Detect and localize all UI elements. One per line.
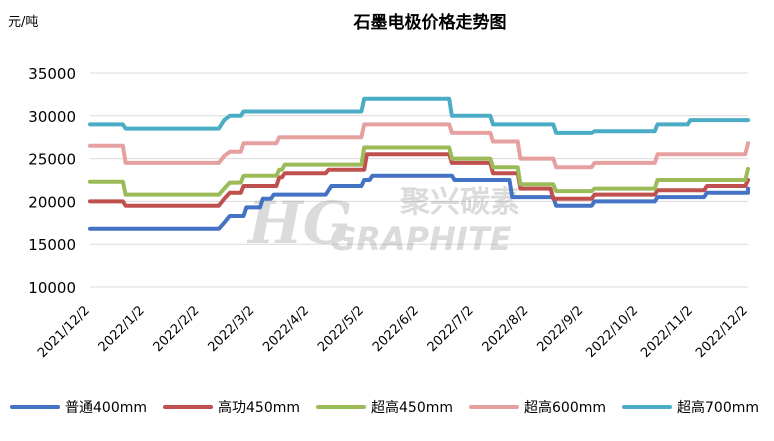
legend-swatch xyxy=(316,405,366,409)
legend-label: 超高450mm xyxy=(371,400,453,416)
legend-swatch xyxy=(10,405,60,409)
y-tick-label: 30000 xyxy=(28,108,76,126)
chart-title: 石墨电极价格走势图 xyxy=(353,12,507,33)
gridlines xyxy=(90,72,748,288)
series-line-2 xyxy=(88,145,750,197)
legend-label: 超高700mm xyxy=(677,400,759,416)
x-axis: 2021/12/2 2022/1/2 2022/2/2 2022/3/2 2022/4/… xyxy=(35,303,751,361)
legend-swatch xyxy=(469,405,519,409)
legend-label: 超高600mm xyxy=(524,400,606,416)
legend: 普通400mm 高功450mm 超高450mm 超高600mm 超高700mm xyxy=(0,395,774,419)
x-tick-label: 2022/3/2 xyxy=(205,303,257,355)
y-tick-label: 35000 xyxy=(28,65,76,83)
legend-item: 高功450mm xyxy=(163,397,300,417)
y-tick-label: 25000 xyxy=(28,151,76,169)
legend-label: 高功450mm xyxy=(218,400,300,416)
series-line-0 xyxy=(88,173,750,231)
legend-item: 超高600mm xyxy=(469,397,606,417)
x-tick-label: 2022/4/2 xyxy=(260,303,312,355)
watermark-text: 聚兴碳素 xyxy=(399,185,520,220)
x-tick-label: 2022/9/2 xyxy=(534,303,586,355)
series-line-4 xyxy=(88,96,750,135)
x-tick-label: 2022/6/2 xyxy=(370,303,422,355)
series-line-1 xyxy=(88,152,750,208)
legend-swatch xyxy=(163,405,213,409)
x-tick-label: 2021/12/2 xyxy=(35,303,93,361)
legend-item: 超高450mm xyxy=(316,397,453,417)
y-tick-label: 20000 xyxy=(28,193,76,211)
y-tick-label: 15000 xyxy=(28,236,76,254)
x-tick-label: 2022/12/2 xyxy=(693,303,751,361)
x-tick-label: 2022/2/2 xyxy=(151,303,203,355)
y-tick-label: 10000 xyxy=(28,279,76,297)
watermark-text: GRAPHITE xyxy=(330,220,512,258)
x-tick-label: 2022/8/2 xyxy=(480,303,532,355)
y-axis: 10000 15000 20000 25000 30000 35000 xyxy=(28,65,76,297)
series-line-3 xyxy=(88,122,750,170)
x-tick-label: 2022/5/2 xyxy=(315,303,367,355)
x-tick-label: 2022/1/2 xyxy=(96,303,148,355)
legend-swatch xyxy=(622,405,672,409)
series-lines xyxy=(88,96,750,231)
chart-svg: 石墨电极价格走势图 元/吨 10000 15000 20000 25000 30000 3… xyxy=(8,12,751,361)
legend-item: 超高700mm xyxy=(622,397,759,417)
legend-item: 普通400mm xyxy=(10,397,147,417)
y-axis-unit-label: 元/吨 xyxy=(8,15,38,30)
x-tick-label: 2022/7/2 xyxy=(425,303,477,355)
legend-label: 普通400mm xyxy=(65,400,147,416)
x-tick-label: 2022/10/2 xyxy=(583,303,641,361)
x-tick-label: 2022/11/2 xyxy=(638,303,696,361)
